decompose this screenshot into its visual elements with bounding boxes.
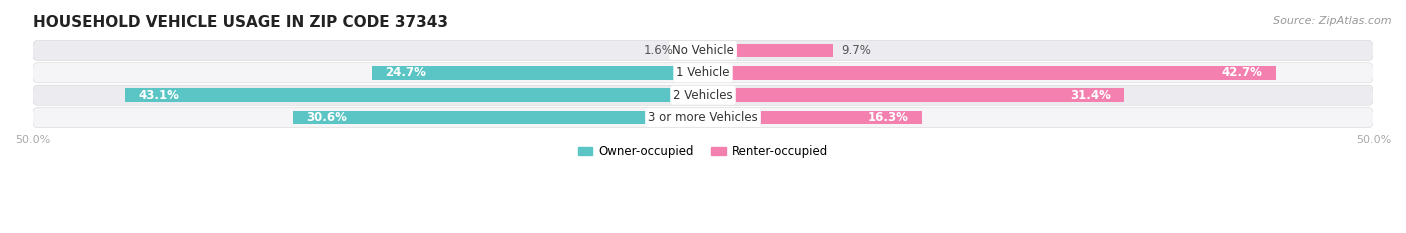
Text: No Vehicle: No Vehicle <box>672 44 734 57</box>
Text: 43.1%: 43.1% <box>139 89 180 102</box>
Bar <box>292 111 703 124</box>
FancyBboxPatch shape <box>32 107 1374 128</box>
FancyBboxPatch shape <box>32 63 1374 83</box>
Bar <box>703 66 1275 79</box>
FancyBboxPatch shape <box>32 85 1374 105</box>
Bar <box>703 111 921 124</box>
Text: 31.4%: 31.4% <box>1070 89 1111 102</box>
Text: Source: ZipAtlas.com: Source: ZipAtlas.com <box>1274 16 1392 26</box>
Bar <box>703 44 832 57</box>
Legend: Owner-occupied, Renter-occupied: Owner-occupied, Renter-occupied <box>574 140 832 163</box>
Text: HOUSEHOLD VEHICLE USAGE IN ZIP CODE 37343: HOUSEHOLD VEHICLE USAGE IN ZIP CODE 3734… <box>32 15 447 30</box>
FancyBboxPatch shape <box>32 40 1374 61</box>
Text: 1 Vehicle: 1 Vehicle <box>676 66 730 79</box>
Text: 2 Vehicles: 2 Vehicles <box>673 89 733 102</box>
Text: 42.7%: 42.7% <box>1222 66 1263 79</box>
Bar <box>703 89 1123 102</box>
Bar <box>125 89 703 102</box>
Text: 3 or more Vehicles: 3 or more Vehicles <box>648 111 758 124</box>
Text: 1.6%: 1.6% <box>644 44 673 57</box>
Text: 16.3%: 16.3% <box>868 111 908 124</box>
Bar <box>682 44 703 57</box>
Text: 30.6%: 30.6% <box>307 111 347 124</box>
Text: 9.7%: 9.7% <box>841 44 870 57</box>
Bar <box>371 66 703 79</box>
Text: 24.7%: 24.7% <box>385 66 426 79</box>
